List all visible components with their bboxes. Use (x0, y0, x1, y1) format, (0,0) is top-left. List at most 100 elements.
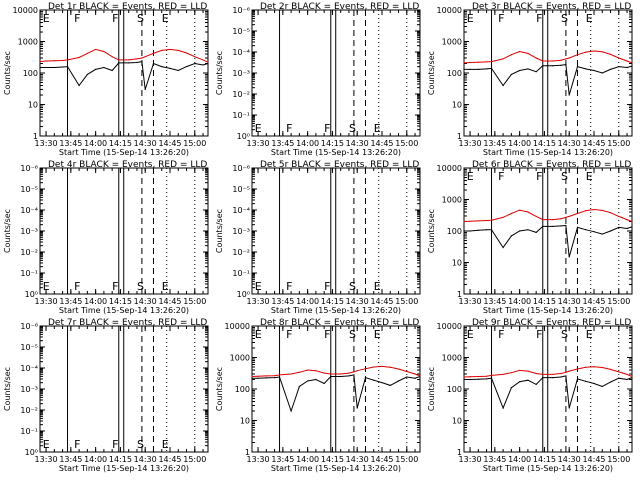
lld-point (152, 52, 155, 54)
y-axis-label: Counts/sec (215, 209, 224, 253)
y-tick-label: 10⁻⁴ (232, 206, 250, 215)
lld-point (202, 59, 204, 61)
x-tick-label: 14:15 (109, 139, 132, 148)
x-tick-label: 13:30 (459, 455, 482, 464)
x-tick-label: 13:30 (247, 297, 270, 306)
x-axis-label: Start Time (15-Sep-14 13:26:20) (59, 464, 189, 473)
y-tick-label: 10⁻³ (232, 227, 250, 236)
lld-point (128, 59, 130, 61)
events-point (527, 68, 529, 70)
x-tick-label: 14:45 (158, 297, 181, 306)
y-tick-label: 10⁻⁵ (20, 185, 38, 194)
lld-point (565, 58, 567, 60)
x-axis-label: Start Time (15-Sep-14 13:26:20) (59, 306, 189, 315)
events-point (356, 407, 358, 409)
lld-point (463, 220, 465, 223)
flag-f: F (324, 328, 330, 341)
x-tick-label: 14:15 (321, 455, 344, 464)
events-point (585, 380, 587, 382)
lld-point (502, 58, 504, 60)
x-tick-label: 14:00 (84, 297, 107, 306)
lld-point (593, 366, 595, 368)
lld-point (510, 54, 512, 56)
lld-point (477, 220, 479, 222)
events-point (177, 69, 179, 72)
y-axis-label: Counts/sec (215, 51, 224, 95)
lld-point (519, 369, 521, 371)
lld-point (273, 375, 276, 377)
x-tick-label: 14:45 (582, 139, 605, 148)
y-tick-label: 10 (452, 417, 462, 426)
flag-f: F (324, 280, 330, 293)
lld-point (330, 373, 332, 375)
x-axis-label: Start Time (15-Sep-14 13:26:20) (59, 148, 189, 157)
lld-point (278, 374, 281, 376)
events-point (118, 62, 120, 64)
flag-f: F (536, 12, 542, 25)
events-point (152, 62, 155, 65)
y-tick-label: 1 (33, 132, 38, 141)
events-point (251, 377, 253, 379)
events-point (273, 377, 276, 379)
x-axis-label: Start Time (15-Sep-14 13:26:20) (483, 464, 613, 473)
flag-f: F (536, 170, 542, 183)
flag-e: E (162, 438, 169, 451)
events-point (298, 385, 300, 388)
lld-point (593, 50, 595, 52)
events-point (485, 229, 488, 231)
events-point (585, 68, 587, 70)
lld-point (542, 60, 544, 62)
lld-point (340, 373, 342, 375)
y-tick-label: 1 (245, 448, 250, 457)
flag-f: F (74, 438, 80, 451)
flag-f: F (324, 122, 330, 135)
lld-point (535, 372, 537, 375)
y-tick-label: 1000 (442, 38, 462, 47)
flag-e: E (255, 280, 262, 293)
lld-point (389, 366, 391, 368)
events-point (490, 377, 493, 379)
flag-e: E (43, 280, 50, 293)
lld-point (194, 56, 196, 58)
x-tick-label: 13:30 (459, 297, 482, 306)
flag-f: F (286, 122, 292, 135)
x-tick-label: 14:30 (346, 139, 369, 148)
events-point (631, 226, 633, 228)
events-point (585, 229, 587, 231)
x-tick-label: 13:45 (59, 455, 82, 464)
flag-e: E (374, 280, 381, 293)
lld-point (631, 62, 633, 64)
flag-s: S (349, 122, 356, 135)
y-tick-label: 10⁻² (20, 406, 38, 415)
y-tick-label: 1 (457, 448, 462, 457)
lld-point (609, 212, 612, 214)
lld-point (490, 219, 493, 221)
events-point (397, 380, 400, 382)
x-tick-label: 13:45 (483, 455, 506, 464)
x-tick-label: 14:15 (533, 297, 556, 306)
flag-e: E (374, 328, 381, 341)
lld-point (477, 375, 479, 378)
events-point (86, 73, 88, 76)
lld-point (207, 61, 209, 63)
events-point (535, 383, 537, 385)
x-tick-label: 13:45 (271, 139, 294, 148)
y-tick-label: 1000 (442, 196, 462, 205)
lld-point (519, 50, 521, 53)
lld-point (609, 53, 612, 55)
lld-point (364, 368, 367, 370)
lld-point (552, 219, 554, 221)
y-tick-label: 1000 (442, 354, 462, 363)
events-point (510, 235, 512, 237)
detector-panel-9: Det 9r BLACK = Events, RED = LLD 1 10 100 10… (427, 318, 633, 473)
flag-s: S (561, 328, 568, 341)
events-point (510, 73, 512, 76)
events-point (560, 64, 562, 66)
events-point (278, 376, 281, 378)
lld-point (61, 59, 64, 62)
lld-point (626, 373, 628, 376)
events-point (389, 384, 391, 387)
lld-point (626, 60, 628, 62)
lld-point (519, 209, 521, 211)
